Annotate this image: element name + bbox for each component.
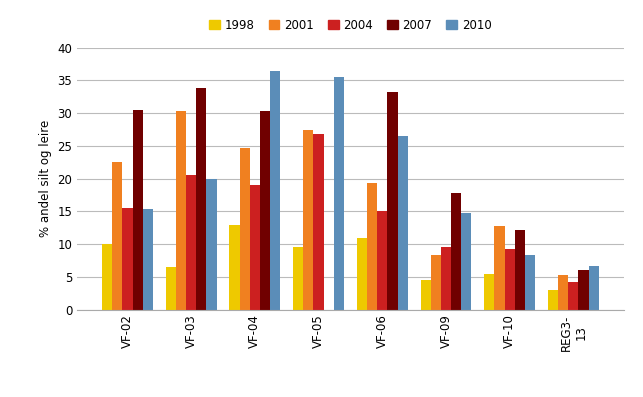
Bar xyxy=(357,237,367,310)
Bar xyxy=(387,92,397,310)
Bar xyxy=(303,129,314,310)
Bar xyxy=(240,148,249,310)
Bar xyxy=(441,247,451,310)
Bar xyxy=(122,208,132,310)
Bar xyxy=(461,213,471,310)
Bar xyxy=(270,71,280,310)
Bar xyxy=(548,290,558,310)
Bar xyxy=(494,226,505,310)
Bar xyxy=(206,179,217,310)
Bar xyxy=(367,183,377,310)
Bar xyxy=(451,193,461,310)
Bar xyxy=(525,255,535,310)
Bar xyxy=(314,134,323,310)
Bar xyxy=(568,282,579,310)
Bar xyxy=(515,230,525,310)
Bar xyxy=(377,211,387,310)
Bar xyxy=(558,275,568,310)
Bar xyxy=(579,270,589,310)
Bar xyxy=(334,77,344,310)
Bar xyxy=(176,111,186,310)
Bar xyxy=(249,185,260,310)
Bar xyxy=(112,162,122,310)
Bar xyxy=(431,255,441,310)
Bar xyxy=(421,280,431,310)
Bar xyxy=(196,88,206,310)
Bar xyxy=(166,267,176,310)
Bar xyxy=(505,249,515,310)
Bar xyxy=(397,136,408,310)
Bar xyxy=(230,224,240,310)
Y-axis label: % andel silt og leire: % andel silt og leire xyxy=(39,120,52,237)
Bar xyxy=(484,274,494,310)
Bar xyxy=(260,111,270,310)
Bar xyxy=(102,244,112,310)
Bar xyxy=(132,110,143,310)
Bar xyxy=(293,247,303,310)
Bar xyxy=(589,266,599,310)
Legend: 1998, 2001, 2004, 2007, 2010: 1998, 2001, 2004, 2007, 2010 xyxy=(204,14,496,37)
Bar xyxy=(186,175,196,310)
Bar xyxy=(143,210,153,310)
